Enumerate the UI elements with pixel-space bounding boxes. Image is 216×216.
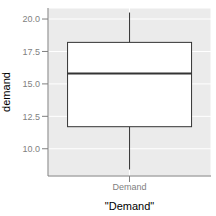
svg-text:12.5: 12.5	[22, 112, 40, 122]
svg-text:17.5: 17.5	[22, 47, 40, 57]
svg-text:10.0: 10.0	[22, 144, 40, 154]
svg-text:demand: demand	[8, 72, 12, 112]
svg-text:Demand: Demand	[112, 182, 146, 192]
svg-text:20.0: 20.0	[22, 14, 40, 24]
svg-text:"Demand": "Demand"	[105, 200, 154, 212]
svg-text:15.0: 15.0	[22, 79, 40, 89]
